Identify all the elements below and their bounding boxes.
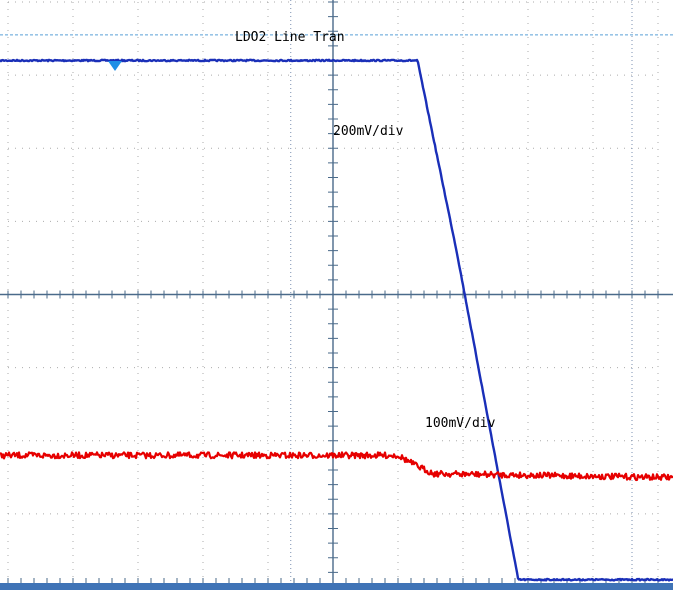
bottom-bar [0,583,673,590]
traces [0,58,673,582]
chart-title: LDO2 Line Tran [235,30,345,45]
ch2-scale-label: 100mV/div [425,416,496,431]
trigger-marker-icon [108,61,122,71]
series-line-1 [0,58,673,582]
series-line-2 [0,451,673,482]
ch1-scale-label: 200mV/div [333,124,404,139]
